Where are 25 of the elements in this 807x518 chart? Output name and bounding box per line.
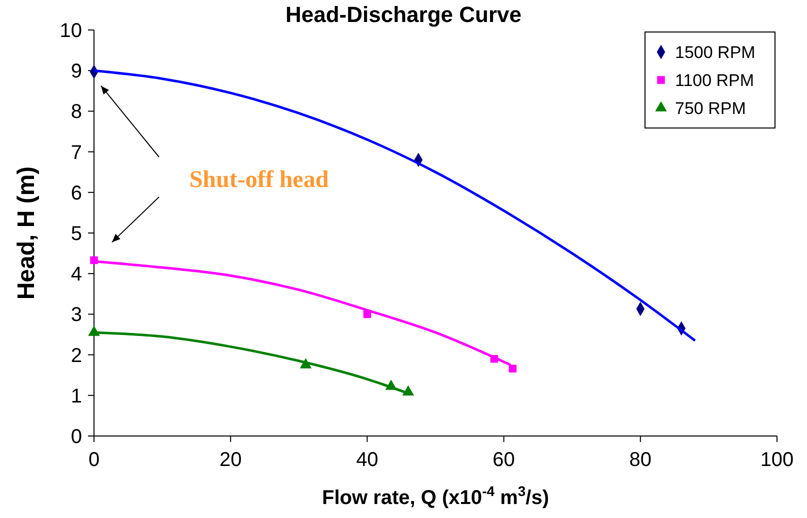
y-tick-label: 2: [70, 344, 82, 367]
x-tick-label: 0: [88, 449, 100, 471]
y-tick-label: 4: [70, 264, 82, 286]
y-tick-label: 9: [70, 60, 82, 83]
x-tick-label: 80: [629, 449, 652, 471]
y-tick-label: 1: [70, 385, 82, 408]
point: [508, 364, 517, 372]
x-tick-label: 40: [356, 449, 378, 471]
y-tick-label: 5: [70, 223, 82, 245]
annotation: Shut-off head: [189, 167, 330, 193]
y-tick-label: 7: [70, 142, 82, 164]
legend-label: 1100 RPM: [675, 71, 754, 90]
y-axis-title: Head, H (m): [13, 166, 40, 300]
y-tick-label: 6: [70, 182, 82, 204]
y-tick-label: 10: [60, 20, 82, 42]
x-tick-label: 60: [492, 449, 515, 471]
x-tick-label: 100: [760, 449, 794, 471]
y-tick-label: 0: [70, 426, 82, 448]
chart-title: Head-Discharge Curve: [286, 2, 522, 27]
x-axis-title: Flow rate, Q (x10$^{-4}$ m$^{3}$/s): [322, 483, 549, 509]
x-tick-label: 20: [219, 449, 242, 471]
legend-label: 1500 RPM: [675, 43, 756, 62]
legend-label: 750 RPM: [675, 99, 746, 118]
y-tick-label: 8: [70, 101, 82, 124]
y-tick-label: 3: [70, 304, 82, 326]
